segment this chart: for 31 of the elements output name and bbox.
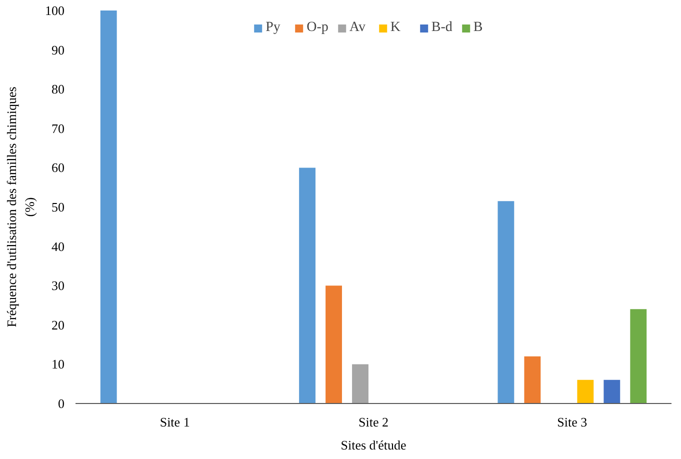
bar bbox=[604, 380, 620, 404]
y-tick-label: 10 bbox=[52, 356, 64, 372]
x-axis-title: Sites d'étude bbox=[340, 438, 406, 452]
bar bbox=[299, 168, 316, 404]
y-tick-label: 20 bbox=[52, 317, 64, 332]
legend-label: O-p bbox=[306, 20, 328, 36]
y-tick-label: 50 bbox=[52, 200, 64, 214]
legend-label: B bbox=[473, 20, 484, 36]
bar bbox=[577, 380, 594, 404]
bar bbox=[326, 286, 342, 404]
y-axis-title: Fréquence d'utilisation des familles chimiques (%) bbox=[4, 86, 37, 328]
bar bbox=[630, 309, 647, 404]
legend-label: K bbox=[390, 20, 402, 36]
y-tick-label: 60 bbox=[52, 160, 64, 176]
y-tick-label: 70 bbox=[52, 120, 64, 136]
legend-label: Av bbox=[349, 20, 366, 36]
legend-label: Py bbox=[266, 20, 282, 36]
y-tick-label: 80 bbox=[52, 82, 64, 97]
bar bbox=[498, 201, 514, 404]
y-tick-label: 100 bbox=[45, 3, 64, 18]
bar bbox=[352, 364, 368, 404]
bar bbox=[524, 356, 541, 404]
x-tick-label: Site 2 bbox=[358, 414, 388, 430]
y-tick-label: 30 bbox=[52, 278, 64, 294]
y-tick-label: 40 bbox=[52, 238, 64, 254]
x-tick-label: Site 1 bbox=[160, 414, 190, 430]
bar bbox=[100, 10, 117, 404]
y-tick-label: 0 bbox=[58, 396, 64, 411]
legend-label: B-d bbox=[431, 20, 452, 36]
x-tick-label: Site 3 bbox=[557, 414, 588, 430]
y-tick-label: 90 bbox=[52, 42, 64, 58]
